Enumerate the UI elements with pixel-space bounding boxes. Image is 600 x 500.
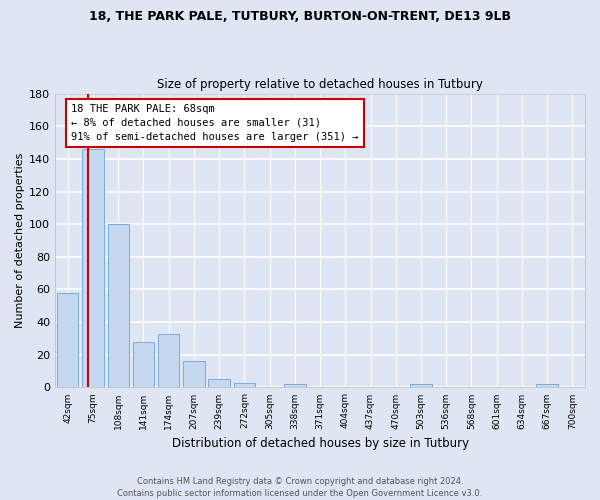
Bar	[208, 380, 230, 388]
X-axis label: Distribution of detached houses by size in Tutbury: Distribution of detached houses by size …	[172, 437, 469, 450]
Y-axis label: Number of detached properties: Number of detached properties	[15, 153, 25, 328]
Bar	[133, 342, 154, 388]
Bar	[233, 382, 255, 388]
Text: 18, THE PARK PALE, TUTBURY, BURTON-ON-TRENT, DE13 9LB: 18, THE PARK PALE, TUTBURY, BURTON-ON-TR…	[89, 10, 511, 23]
Bar	[183, 362, 205, 388]
Bar	[284, 384, 305, 388]
Bar	[107, 224, 129, 388]
Bar	[158, 334, 179, 388]
Title: Size of property relative to detached houses in Tutbury: Size of property relative to detached ho…	[157, 78, 483, 91]
Bar	[410, 384, 432, 388]
Bar	[536, 384, 558, 388]
Bar	[82, 149, 104, 388]
Text: 18 THE PARK PALE: 68sqm
← 8% of detached houses are smaller (31)
91% of semi-det: 18 THE PARK PALE: 68sqm ← 8% of detached…	[71, 104, 359, 142]
Bar	[57, 292, 79, 388]
Text: Contains HM Land Registry data © Crown copyright and database right 2024.
Contai: Contains HM Land Registry data © Crown c…	[118, 476, 482, 498]
